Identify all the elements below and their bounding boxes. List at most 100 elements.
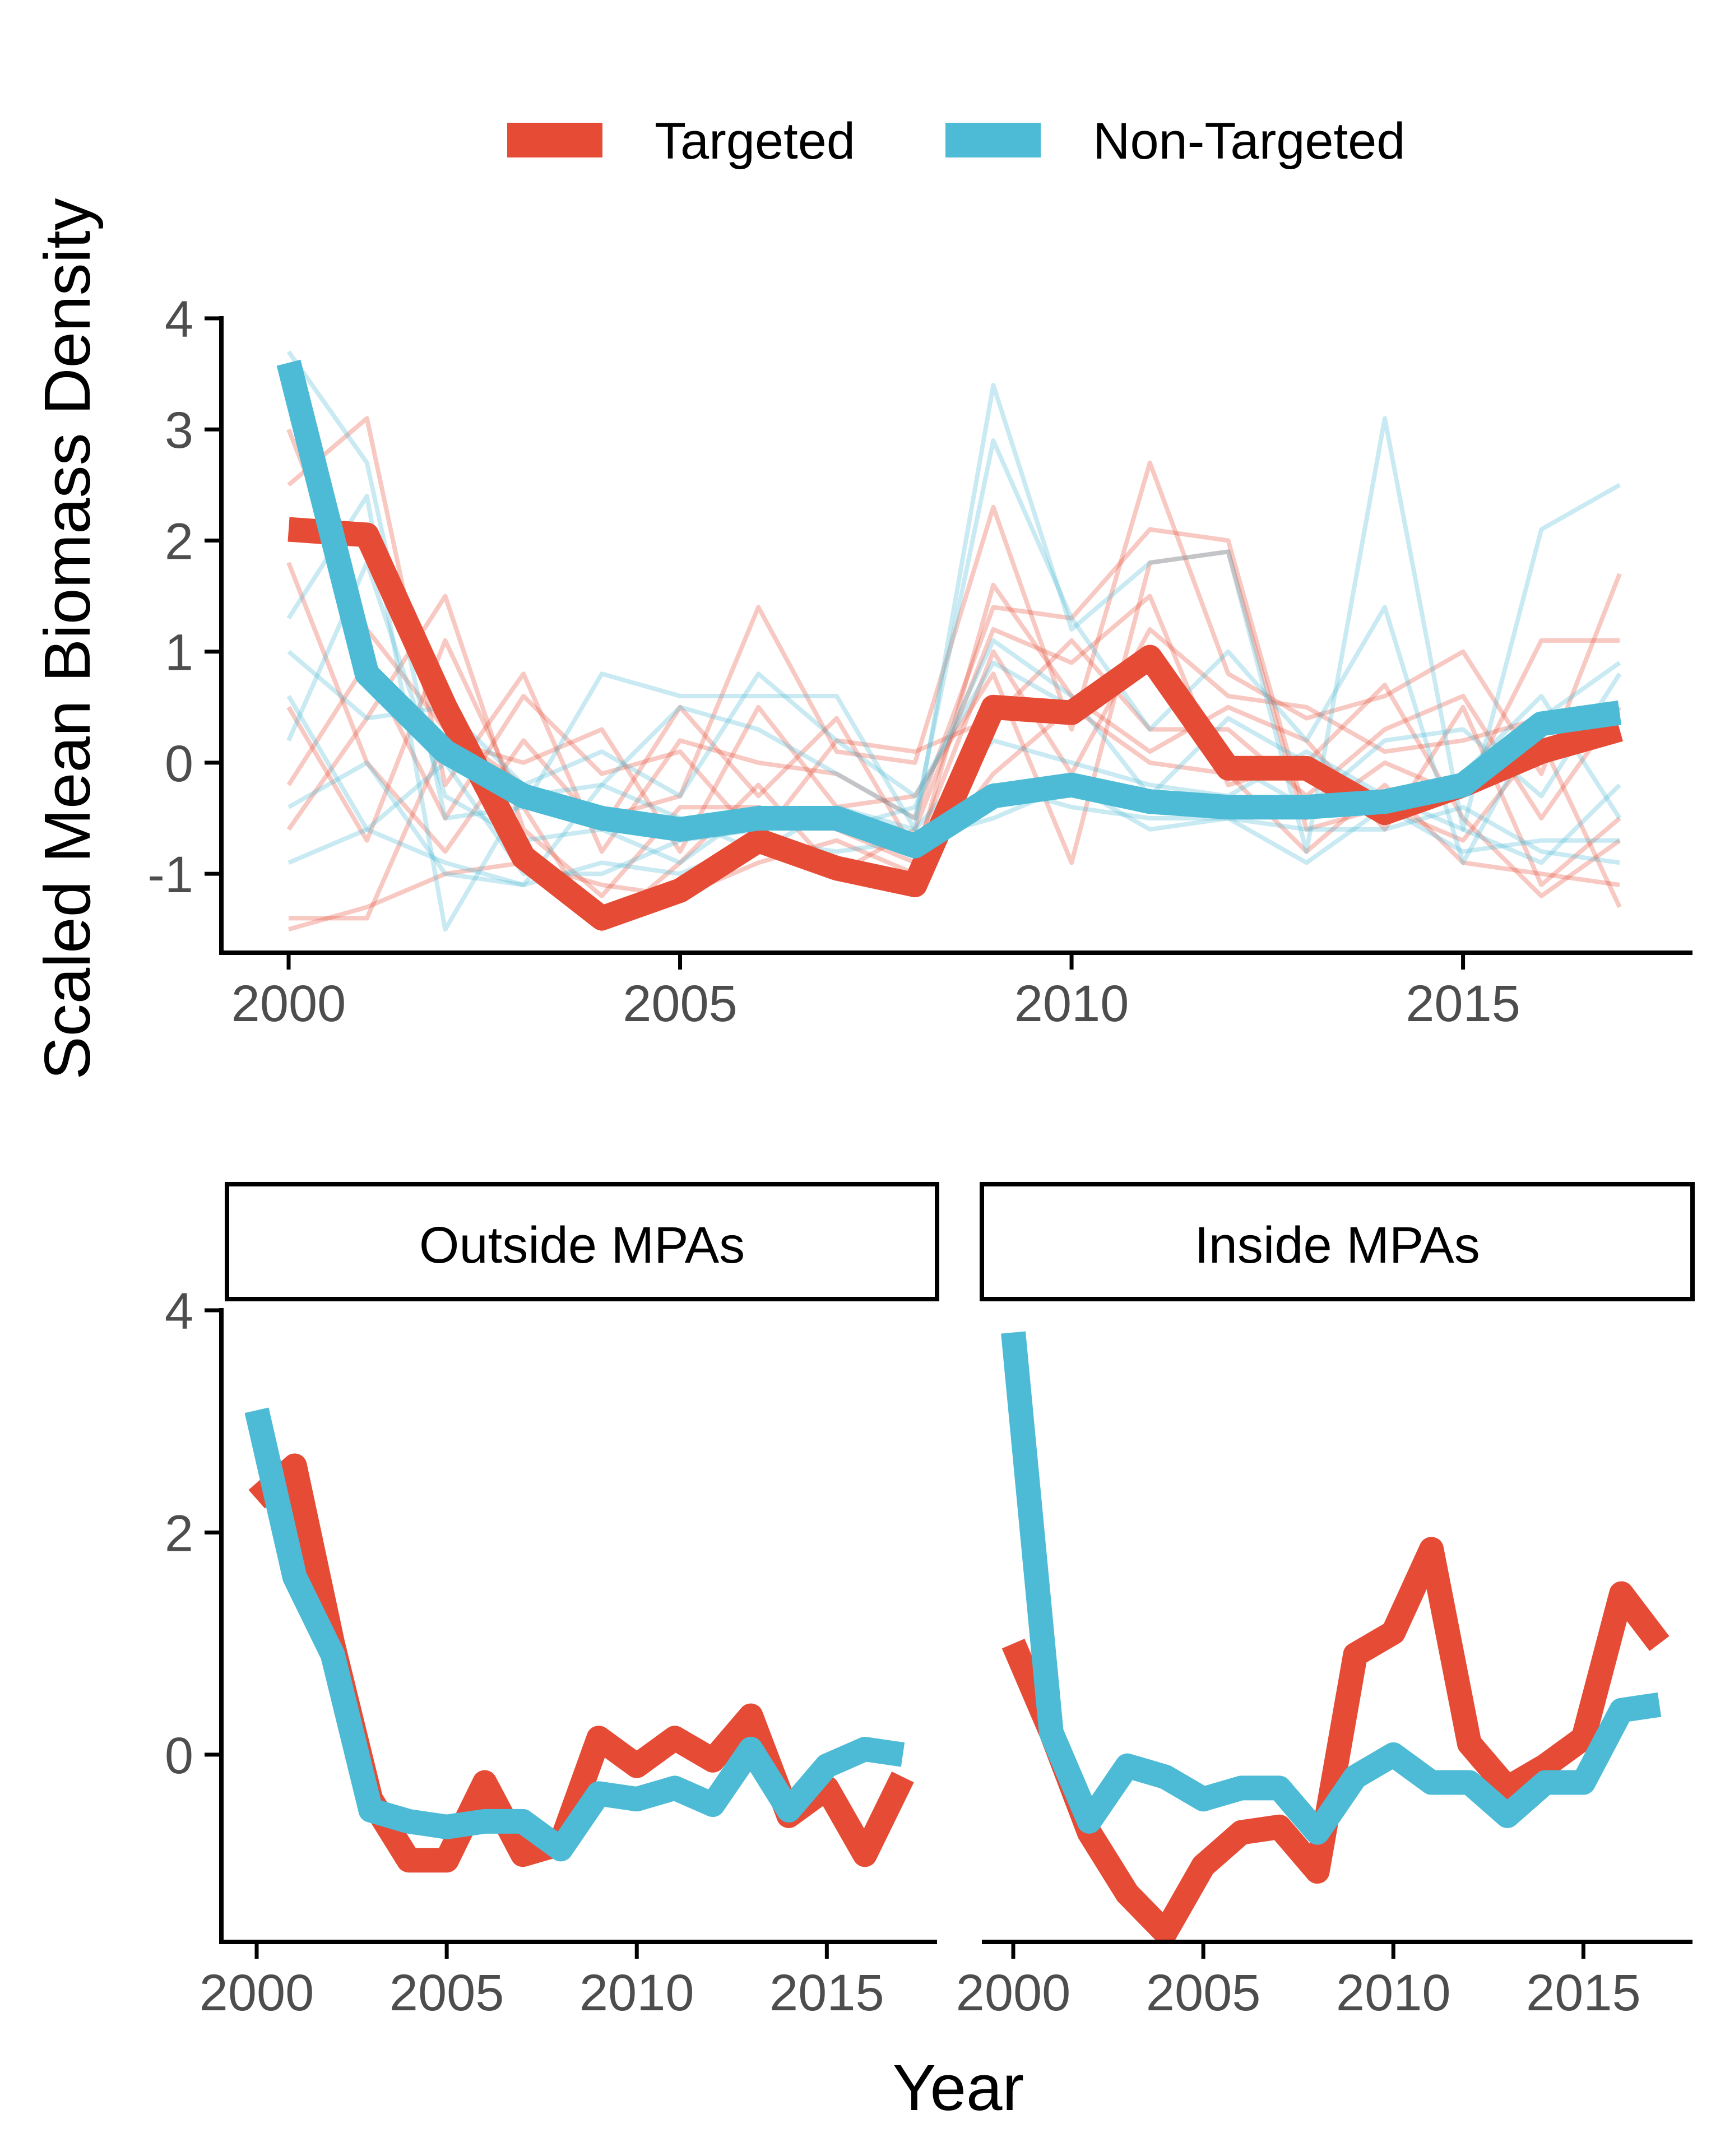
y-tick-label-0: 0 — [165, 735, 193, 792]
point-targeted-2005 — [1202, 1865, 1204, 1867]
point-targeted-2010 — [1392, 1631, 1394, 1634]
point-non_targeted-2001 — [366, 673, 368, 675]
point-non_targeted-2008 — [560, 1848, 562, 1850]
point-non_targeted-2006 — [1240, 1787, 1242, 1789]
point-non_targeted-2016 — [1620, 1709, 1622, 1712]
point-non_targeted-2002 — [1088, 1820, 1091, 1823]
x-tick-label-2015: 2015 — [1406, 975, 1520, 1032]
point-non_targeted-2004 — [601, 817, 603, 819]
legend: Targeted Non-Targeted — [507, 113, 1405, 170]
legend-label-targeted: Targeted — [655, 113, 855, 170]
point-non_targeted-2013 — [1506, 1815, 1509, 1817]
x-axis-title: Year — [893, 2051, 1024, 2124]
point-targeted-2006 — [757, 840, 759, 842]
x-tick-label-2005: 2005 — [623, 975, 738, 1032]
point-targeted-2005 — [446, 1859, 448, 1861]
point-non_targeted-2008 — [1316, 1832, 1319, 1834]
point-targeted-2006 — [484, 1781, 486, 1783]
point-non_targeted-2001 — [294, 1576, 296, 1578]
strip-bottom-right — [980, 1182, 1695, 1301]
point-non_targeted-2006 — [484, 1820, 486, 1823]
y-tick-label-2: 2 — [165, 513, 193, 570]
point-non_targeted-2006 — [757, 817, 759, 819]
x-tick-label-2000: 2000 — [956, 1964, 1071, 2021]
point-targeted-2002 — [444, 706, 446, 708]
faint-lines — [286, 350, 1622, 932]
series-non_targeted — [276, 359, 1622, 859]
point-non_targeted-2000 — [1012, 1332, 1014, 1334]
point-targeted-2011 — [674, 1737, 676, 1739]
point-non_targeted-2017 — [902, 1754, 904, 1756]
point-non_targeted-2002 — [332, 1654, 334, 1656]
y-tick-label--1: -1 — [147, 846, 193, 903]
point-non_targeted-2009 — [1354, 1776, 1356, 1778]
point-targeted-2017 — [902, 1776, 904, 1778]
series-non_targeted — [1001, 1331, 1662, 1845]
x-tick-label-2015: 2015 — [1526, 1964, 1641, 2021]
faint-line-targeted-2 — [287, 416, 1620, 854]
point-non_targeted-2000 — [256, 1409, 258, 1411]
point-targeted-2004 — [1164, 1931, 1166, 1934]
x-tick-label-2015: 2015 — [769, 1964, 884, 2021]
point-non_targeted-2005 — [679, 828, 681, 831]
point-targeted-2000 — [1012, 1643, 1014, 1645]
y-tick-label-4: 4 — [165, 1283, 193, 1340]
point-non_targeted-2012 — [1227, 806, 1229, 808]
point-non_targeted-2002 — [444, 750, 446, 753]
point-non_targeted-2008 — [914, 845, 916, 847]
point-targeted-2011 — [1430, 1548, 1432, 1550]
strip-label-bottom-left: Outside MPAs — [419, 1217, 745, 1274]
series-line-targeted — [1001, 1537, 1670, 1940]
point-targeted-2016 — [864, 1853, 866, 1856]
x-tick-label-2005: 2005 — [1146, 1964, 1261, 2021]
point-non_targeted-2004 — [1164, 1776, 1166, 1778]
point-targeted-2001 — [294, 1465, 296, 1467]
point-non_targeted-2015 — [826, 1765, 828, 1767]
point-non_targeted-2015 — [1462, 784, 1464, 786]
y-tick-label-0: 0 — [165, 1727, 193, 1784]
plot-area-bottom-right — [1001, 1331, 1670, 1940]
point-non_targeted-2007 — [836, 817, 838, 819]
point-non_targeted-2010 — [1392, 1754, 1394, 1756]
point-non_targeted-2010 — [636, 1798, 638, 1800]
point-non_targeted-2016 — [864, 1748, 866, 1750]
point-non_targeted-2017 — [1619, 712, 1621, 714]
point-targeted-2012 — [1468, 1742, 1471, 1745]
point-targeted-2004 — [407, 1859, 410, 1861]
point-targeted-2000 — [288, 528, 290, 531]
point-non_targeted-2013 — [1305, 806, 1307, 808]
strip-bottom-left — [225, 1182, 939, 1301]
point-non_targeted-2012 — [712, 1803, 714, 1806]
panel-top: -1 0 1 2 3 4 2000 2005 2010 2015 — [147, 291, 1692, 1032]
point-non_targeted-2000 — [288, 361, 290, 364]
point-targeted-2012 — [712, 1759, 714, 1761]
point-non_targeted-2017 — [1658, 1704, 1661, 1706]
point-targeted-2011 — [1149, 656, 1151, 659]
series-targeted — [1001, 1537, 1670, 1940]
series-line-non_targeted — [244, 1407, 905, 1862]
point-non_targeted-2007 — [1278, 1787, 1281, 1789]
plot-area-top — [276, 350, 1623, 932]
faint-line-targeted-8 — [286, 562, 1621, 854]
faint-line-non_targeted-2 — [286, 438, 1621, 932]
faint-line-non_targeted-5 — [287, 649, 1622, 810]
point-non_targeted-2011 — [1149, 800, 1151, 803]
point-non_targeted-2014 — [1384, 800, 1386, 803]
point-non_targeted-2011 — [1430, 1781, 1432, 1783]
y-tick-label-4: 4 — [165, 291, 193, 348]
panel-bottom-left: Outside MPAs 0 2 4 2000 2005 2010 2015 — [165, 1182, 939, 2021]
point-non_targeted-2012 — [1468, 1781, 1471, 1783]
x-tick-label-2000: 2000 — [200, 1964, 314, 2021]
point-targeted-2015 — [1582, 1737, 1584, 1739]
point-targeted-2016 — [1620, 1592, 1622, 1594]
faint-line-targeted-6 — [286, 638, 1622, 843]
point-targeted-2008 — [1316, 1870, 1319, 1872]
point-non_targeted-2004 — [407, 1820, 410, 1823]
point-targeted-2012 — [1227, 767, 1229, 769]
point-targeted-2010 — [1070, 712, 1073, 714]
legend-label-non_targeted: Non-Targeted — [1093, 113, 1405, 170]
y-tick-label-2: 2 — [165, 1505, 193, 1562]
series-line-non_targeted — [276, 359, 1622, 859]
x-tick-label-2005: 2005 — [389, 1964, 504, 2021]
